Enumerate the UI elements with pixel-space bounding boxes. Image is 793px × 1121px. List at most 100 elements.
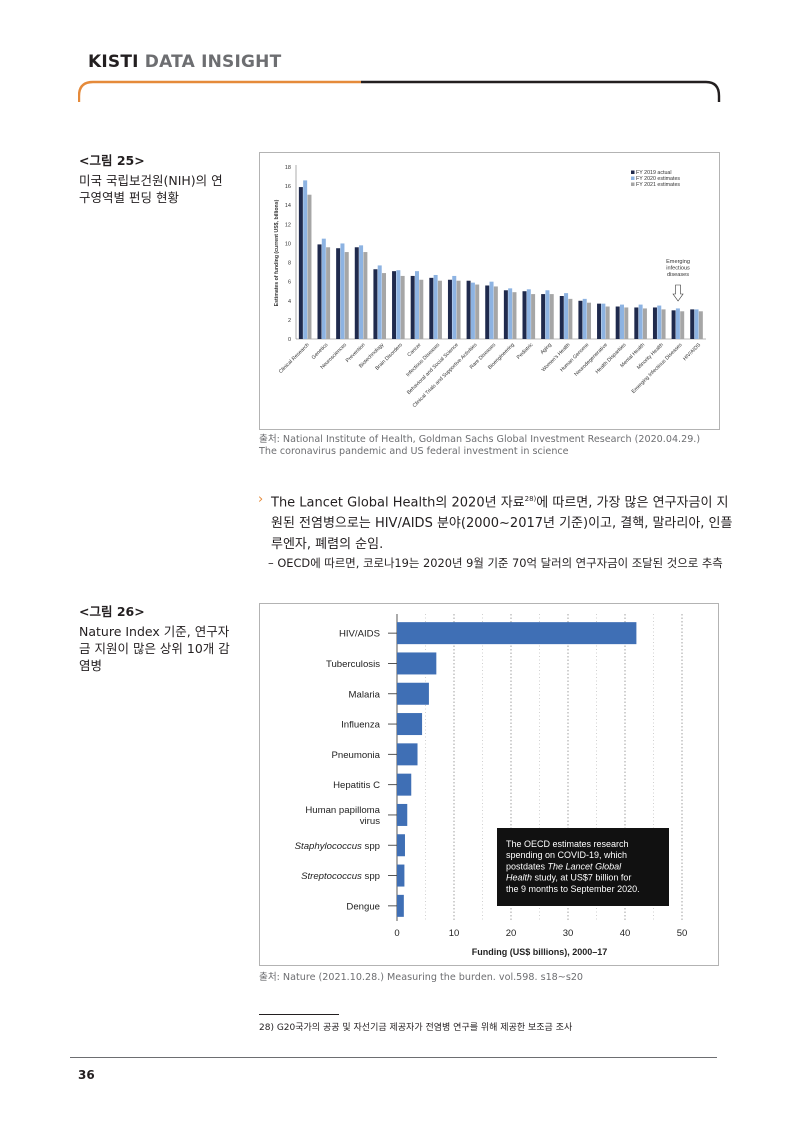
bar xyxy=(578,300,583,339)
y-tick-label: 4 xyxy=(288,299,291,305)
x-tick-label: Infectious Diseases xyxy=(405,342,441,378)
bar xyxy=(397,652,437,675)
bar xyxy=(671,310,676,339)
bar xyxy=(615,306,620,339)
bar xyxy=(690,309,695,339)
y-tick-label: 10 xyxy=(285,241,291,247)
bar xyxy=(638,304,643,339)
bar xyxy=(675,308,680,339)
bar xyxy=(568,298,573,339)
x-tick-label: HIV/AIDS xyxy=(682,342,702,362)
figure-26-chart-frame: 0 10 20 30 40 50 Funding (US$ billions), 2000–… xyxy=(259,603,719,966)
bar xyxy=(531,294,536,339)
legend-entry: FY 2019 actual xyxy=(636,170,672,176)
bar xyxy=(363,252,368,339)
bar xyxy=(661,309,666,339)
bar xyxy=(344,252,349,339)
footnote-rule xyxy=(259,1014,339,1015)
bar xyxy=(303,180,308,339)
bar xyxy=(475,284,480,339)
y-tick-label: Dengue xyxy=(346,901,380,912)
bar xyxy=(326,247,331,339)
y-tick-label: Hepatitis C xyxy=(333,780,380,791)
figure-25-label: <그림 25> 미국 국립보건원(NIH)의 연구영역별 펀딩 현황 xyxy=(79,152,229,206)
footnote-ref: 28) xyxy=(524,495,537,503)
y-tick-label: 16 xyxy=(285,184,291,190)
x-tick-label: Cancer xyxy=(406,342,422,358)
x-tick-label: Aging xyxy=(539,342,553,356)
bar xyxy=(559,296,564,339)
y-tick-label: 0 xyxy=(288,337,291,343)
bar xyxy=(652,307,657,339)
bar xyxy=(582,298,587,339)
bar xyxy=(397,713,423,736)
bar xyxy=(382,273,387,339)
x-tick-label: 0 xyxy=(394,928,399,939)
bar xyxy=(377,265,382,339)
bar xyxy=(564,293,569,339)
bar xyxy=(642,308,647,339)
bar xyxy=(526,289,531,339)
y-tick-label: Human papilloma xyxy=(305,805,380,816)
bar xyxy=(601,303,606,339)
y-tick-label: Influenza xyxy=(341,720,381,731)
legend-swatch xyxy=(631,182,635,186)
bar xyxy=(541,294,546,339)
footer-rule xyxy=(70,1057,717,1058)
nih-funding-chart: 0 2 4 6 8 10 12 14 16 18 Estimates of funding (cur… xyxy=(274,165,706,409)
infectious-disease-funding-chart: 0 10 20 30 40 50 Funding (US$ billions), 2000–… xyxy=(295,614,688,957)
y-tick-label: HIV/AIDS xyxy=(339,629,380,640)
bar xyxy=(298,187,303,339)
annotation-text: the 9 months to September 2020. xyxy=(506,884,640,894)
annotation-text: Emerging xyxy=(666,259,690,265)
annotation-box xyxy=(497,828,669,906)
page-number: 36 xyxy=(78,1068,95,1082)
bar xyxy=(452,275,457,339)
bar xyxy=(485,285,490,339)
bar xyxy=(397,864,405,887)
sub-paragraph: – OECD에 따르면, 코로나19는 2020년 9월 기준 70억 달러의 … xyxy=(268,556,723,570)
bar xyxy=(508,288,513,339)
bar xyxy=(545,290,550,339)
x-tick-label: 50 xyxy=(677,928,688,939)
bar xyxy=(336,248,341,339)
bar xyxy=(410,275,415,339)
paragraph-text-b: 에 따르면, 가장 많은 연구자금이 지원된 전염병으로는 HIV/AIDS 분… xyxy=(271,495,733,553)
bar xyxy=(437,280,442,339)
bar xyxy=(503,290,508,339)
figure-26-label: <그림 26> Nature Index 기준, 연구자금 지원이 많은 상위 … xyxy=(79,603,239,674)
bar xyxy=(549,294,554,339)
bar xyxy=(359,245,364,339)
bar xyxy=(680,311,685,339)
bar xyxy=(317,244,322,339)
figure-25-chart-frame: 0 2 4 6 8 10 12 14 16 18 Estimates of funding (cur… xyxy=(259,152,720,430)
y-tick-label: 12 xyxy=(285,222,291,228)
bar xyxy=(397,773,412,796)
bar xyxy=(340,243,345,339)
bar xyxy=(634,307,639,339)
y-tick-label: Streptococcus spp xyxy=(301,871,380,882)
legend-entry: FY 2020 estimates xyxy=(636,176,680,182)
y-tick-label: 2 xyxy=(288,318,291,324)
y-tick-label: 6 xyxy=(288,280,291,286)
figure-25-number: <그림 25> xyxy=(79,153,145,168)
x-tick-label: Neurodegenerative xyxy=(573,342,609,378)
bar xyxy=(698,311,703,339)
bar xyxy=(321,238,326,339)
figure-25-caption: 미국 국립보건원(NIH)의 연구영역별 펀딩 현황 xyxy=(79,173,223,205)
bar xyxy=(470,282,475,339)
bar xyxy=(456,280,461,339)
x-tick-label: Clinical Research xyxy=(278,342,311,375)
figure-26-caption: Nature Index 기준, 연구자금 지원이 많은 상위 10개 감염병 xyxy=(79,624,230,673)
bar xyxy=(619,304,624,339)
annotation-text: Health study, at US$7 billion for xyxy=(506,873,631,883)
bar xyxy=(400,275,405,339)
bar xyxy=(397,803,408,826)
y-tick-label: virus xyxy=(360,816,380,827)
body-paragraph: › The Lancet Global Health의 2020년 자료28)에… xyxy=(258,489,738,555)
bar xyxy=(512,292,517,339)
bar xyxy=(605,306,610,339)
y-tick-label: 18 xyxy=(285,165,291,171)
legend-swatch xyxy=(631,170,635,174)
bar xyxy=(397,894,404,917)
